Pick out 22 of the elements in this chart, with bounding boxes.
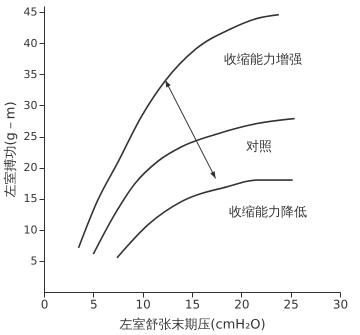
x-tick-label: 0 (40, 298, 48, 312)
x-tick-label: 15 (184, 298, 200, 312)
x-tick-label: 25 (284, 298, 299, 312)
series-label: 对照 (246, 140, 272, 155)
y-tick-label: 30 (24, 98, 38, 112)
series-label: 收缩能力增强 (224, 52, 302, 68)
x-tick-label: 5 (90, 298, 98, 312)
y-tick-label: 45 (24, 6, 38, 19)
x-tick-label: 10 (136, 298, 151, 312)
y-tick-label: 40 (24, 36, 38, 50)
y-tick-label: 35 (24, 68, 38, 81)
y-axis-title: 左室搏功(g－m) (2, 101, 19, 198)
line-series (116, 179, 294, 259)
y-tick-label: 10 (24, 223, 38, 236)
x-axis-title: 左室舒张末期压(cmH₂O) (119, 316, 266, 332)
x-tick-label: 20 (234, 298, 250, 312)
y-tick-label: 5 (30, 254, 38, 268)
y-tick-label: 20 (24, 161, 38, 174)
y-tick-label: 15 (24, 192, 38, 206)
y-tick-label: 25 (24, 130, 38, 144)
x-tick-label: 30 (332, 298, 348, 312)
series-label: 收缩能力降低 (228, 204, 307, 220)
